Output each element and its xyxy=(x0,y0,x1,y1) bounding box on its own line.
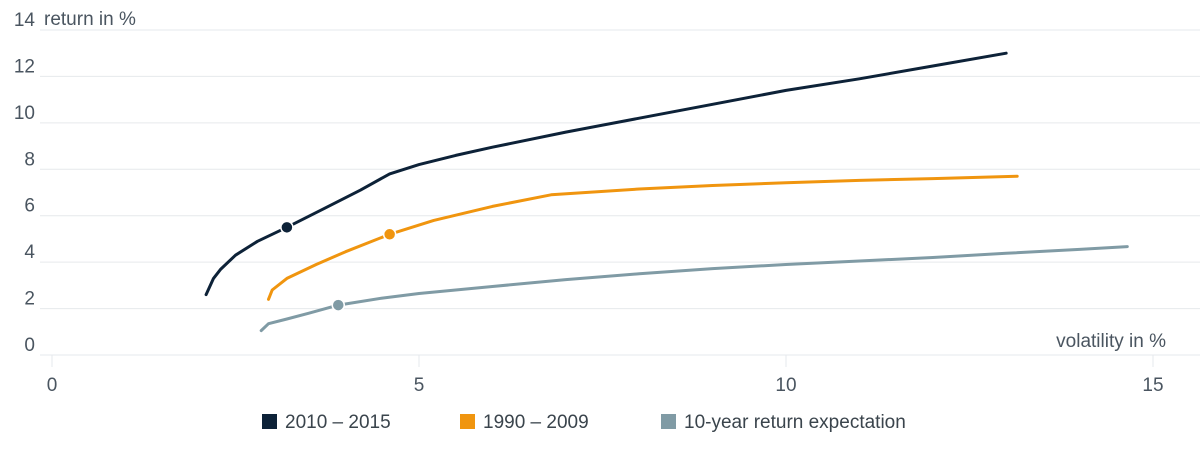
series-point xyxy=(382,227,397,242)
axis-layer: return in % volatility in % 0 2 4 6 8 10 12 14 0… xyxy=(14,9,1166,396)
x-axis-title: volatility in % xyxy=(1056,331,1166,352)
legend-label: 10-year return expectation xyxy=(684,412,906,433)
series-point xyxy=(280,220,294,235)
y-tick-label: 0 xyxy=(24,335,35,356)
legend-swatch xyxy=(262,414,277,429)
legend-swatch xyxy=(661,414,676,429)
legend-swatch xyxy=(460,414,475,429)
y-axis-title: return in % xyxy=(44,9,136,30)
y-tick-label: 2 xyxy=(24,289,35,310)
y-tick-label: 8 xyxy=(24,149,35,170)
legend-label: 2010 – 2015 xyxy=(285,412,391,433)
y-tick-label: 4 xyxy=(24,242,35,263)
y-tick-label: 10 xyxy=(14,103,35,124)
legend-label: 1990 – 2009 xyxy=(483,412,589,433)
x-tick-label: 0 xyxy=(47,375,58,396)
y-tick-label: 6 xyxy=(24,196,35,217)
series-layer xyxy=(204,51,1129,333)
y-tick-label: 12 xyxy=(14,56,35,77)
x-tick-label: 15 xyxy=(1142,375,1163,396)
y-tick-label: 14 xyxy=(14,10,36,31)
legend: 2010 – 2015 1990 – 2009 10-year return exp… xyxy=(262,412,906,433)
series-line xyxy=(267,174,1019,301)
grid-layer xyxy=(40,29,1200,356)
x-tick-label: 10 xyxy=(775,375,796,396)
x-tick-label: 5 xyxy=(414,375,425,396)
series-point xyxy=(331,298,346,312)
series-line xyxy=(204,51,1008,297)
series-line xyxy=(259,245,1129,333)
